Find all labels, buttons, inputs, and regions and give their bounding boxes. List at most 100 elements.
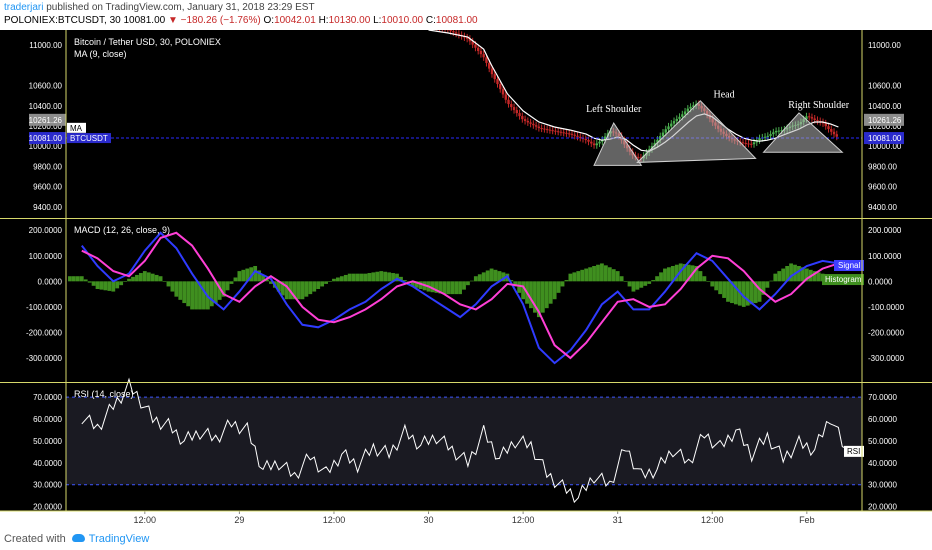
histogram-bar	[576, 271, 581, 282]
histogram-bar	[194, 281, 198, 310]
histogram-bar	[623, 281, 628, 282]
histogram-bar	[580, 269, 585, 282]
histogram-bar	[320, 281, 325, 287]
candle-body	[667, 126, 670, 130]
price-right-tick: 10000.00	[868, 142, 902, 151]
candle-body	[554, 130, 557, 132]
time-label: 29	[234, 515, 244, 525]
price-left-tick: 10200.00	[29, 122, 63, 131]
histogram-bar	[123, 281, 128, 282]
histogram-bar	[773, 273, 778, 282]
histogram-bar	[198, 281, 202, 310]
price-left-tick: 10400.00	[29, 102, 63, 111]
histogram-bar	[706, 281, 711, 282]
price-tag-right-text: 10261.26	[868, 116, 902, 125]
publish-text: published on TradingView.com, January 31…	[43, 2, 315, 13]
histogram-bar	[229, 281, 234, 284]
macd-left-tick: 200.0000	[29, 226, 63, 235]
candle-body	[579, 136, 582, 138]
histogram-bar	[308, 281, 313, 295]
histogram-bar	[769, 280, 774, 282]
histogram-bar	[655, 276, 659, 282]
candle-body	[499, 84, 502, 90]
signal-legend-bg	[834, 260, 864, 271]
high-value: 10130.00	[328, 15, 371, 26]
candle-body	[551, 130, 554, 132]
histogram-bar	[339, 276, 344, 282]
histogram-bar	[202, 281, 206, 310]
symbol-tag	[67, 133, 111, 144]
time-label: 12:00	[134, 515, 157, 525]
histogram-bar	[119, 281, 124, 286]
candle-body	[482, 54, 485, 58]
histogram-bar	[466, 281, 470, 286]
histogram-bar	[804, 268, 809, 282]
histogram-bar	[332, 278, 336, 282]
histogram-bar	[178, 281, 183, 300]
rsi-left-tick: 20.0000	[33, 503, 62, 512]
histogram-bar	[312, 281, 317, 292]
histogram-bar	[402, 280, 407, 282]
ma-indicator-label: MA (9, close)	[74, 49, 127, 59]
histogram-bar	[584, 268, 589, 282]
macd-left-tick: 0.0000	[38, 277, 63, 286]
macd-right-tick: 100.0000	[868, 252, 902, 261]
time-label: 12:00	[701, 515, 724, 525]
pattern-triangle	[593, 121, 643, 166]
candle-body	[562, 132, 565, 134]
last-price: 10081.00	[123, 15, 166, 26]
created-with-label: Created with	[4, 533, 66, 545]
tradingview-brand-link[interactable]: TradingView	[88, 533, 150, 545]
symbol-label: POLONIEX:BTCUSDT, 30	[4, 15, 121, 26]
macd-right-tick: -200.0000	[868, 328, 905, 337]
candle-body	[512, 107, 516, 111]
price-right-tick: 9800.00	[868, 162, 897, 171]
histogram-bar	[162, 281, 167, 282]
histogram-bar	[237, 271, 242, 282]
histogram-bar	[454, 281, 459, 295]
histogram-bar	[379, 271, 384, 282]
histogram-bar	[367, 273, 372, 282]
rsi-left-tick: 30.0000	[33, 481, 62, 490]
histogram-bar	[103, 281, 108, 291]
rsi-left-tick: 70.0000	[33, 393, 62, 402]
histogram-bar	[718, 281, 723, 295]
histogram-bar	[359, 273, 364, 282]
candle-body	[672, 121, 676, 124]
candle-body	[510, 104, 513, 108]
candle-body	[490, 68, 494, 75]
histogram-bar	[651, 280, 656, 282]
histogram-bar	[324, 281, 328, 284]
histogram-bar	[572, 272, 577, 282]
histogram-bar	[777, 271, 782, 282]
macd-pane-title: MACD (12, 26, close, 9)	[74, 225, 170, 235]
histogram-bar	[730, 281, 734, 304]
histogram-bar	[627, 281, 632, 287]
histogram-bar	[458, 281, 462, 295]
histogram-bar	[261, 274, 265, 282]
histogram-bar	[781, 268, 786, 282]
author-link[interactable]: traderjari	[4, 2, 44, 13]
histogram-bar	[816, 272, 821, 282]
price-tag-right	[864, 132, 904, 145]
time-label: 12:00	[323, 515, 346, 525]
histogram-bar	[351, 273, 356, 282]
histogram-bar	[560, 281, 565, 287]
open-label: O:	[263, 15, 275, 26]
price-right-tick: 10400.00	[868, 102, 902, 111]
pattern-annotation: Head	[714, 90, 735, 101]
candle-body	[570, 133, 574, 135]
histogram-bar	[269, 281, 273, 284]
histogram-bar	[375, 271, 380, 282]
histogram-bar	[615, 271, 620, 282]
publish-line: traderjari published on TradingView.com,…	[4, 2, 315, 13]
histogram-bar	[107, 281, 112, 291]
histogram-bar	[674, 264, 679, 282]
candle-body	[810, 117, 814, 119]
candle-body	[573, 134, 576, 136]
histogram-bar	[83, 279, 88, 282]
macd-right-tick: -300.0000	[868, 354, 905, 363]
candle-body	[457, 33, 461, 35]
pattern-triangle	[636, 100, 757, 163]
